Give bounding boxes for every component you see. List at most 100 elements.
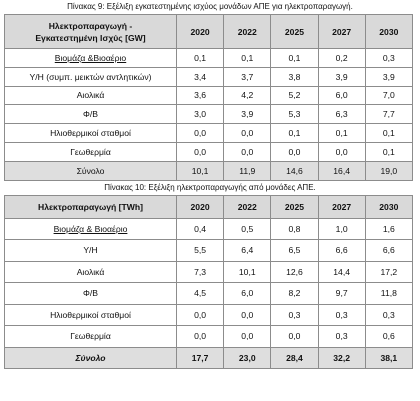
cell-value: 0,3: [270, 303, 319, 327]
cell-value: 6,6: [317, 239, 366, 262]
cell-value: 6,0: [317, 85, 366, 106]
cell-value: 5,3: [270, 104, 319, 125]
cell-value: 0,6: [364, 325, 413, 348]
cell-value: 0,3: [364, 303, 413, 327]
cell-value: 0,1: [270, 123, 319, 143]
total-row: Σύνολο 17,7 23,0 28,4 32,2 38,1: [4, 346, 413, 370]
row-label: Φ/Β: [4, 104, 177, 125]
cell-value: 14,4: [317, 260, 366, 284]
cell-value: 0,0: [270, 325, 319, 348]
row-label: Υ/Η (συμπ. μεικτών αντλητικών): [4, 66, 177, 87]
table1-year-header: 2020: [175, 14, 225, 49]
cell-value: 3,7: [223, 66, 272, 87]
cell-value: 1,6: [364, 217, 413, 241]
cell-value: 6,3: [317, 104, 366, 125]
cell-value: 0,1: [270, 48, 319, 68]
cell-value: 0,0: [223, 141, 272, 162]
cell-value: 0,0: [175, 141, 225, 162]
cell-value: 6,4: [223, 239, 272, 262]
cell-value: 3,9: [364, 66, 413, 87]
cell-value: 4,2: [223, 85, 272, 106]
row-label: Βιομάζα &Βιοαέριο: [4, 48, 177, 68]
cell-value: 0,0: [270, 141, 319, 162]
table1-year-header: 2027: [317, 14, 366, 49]
row-label: Ηλιοθερμικοί σταθμοί: [4, 303, 177, 327]
row-label: Αιολικά: [4, 260, 177, 284]
total-row: Σύνολο 10,1 11,9 14,6 16,4 19,0: [4, 160, 413, 181]
cell-value: 7,0: [364, 85, 413, 106]
table1-header-line2: Εγκατεστημένη Ισχύς [GW]: [35, 32, 146, 43]
table2-header-label: Ηλεκτροπαραγωγή [TWh]: [4, 194, 177, 219]
row-label: Υ/Η: [4, 239, 177, 262]
table-row: Γεωθερμία 0,0 0,0 0,0 0,0 0,1: [4, 141, 413, 162]
table1-wrapper: Ηλεκτροπαραγωγή - Εγκατεστημένη Ισχύς [G…: [4, 14, 413, 181]
total-value: 10,1: [175, 160, 225, 181]
cell-value: 3,8: [270, 66, 319, 87]
cell-value: 6,0: [223, 282, 272, 305]
row-label-text: Βιομάζα &Βιοαέριο: [54, 52, 127, 63]
cell-value: 0,4: [175, 217, 225, 241]
table2-year-header: 2025: [270, 194, 319, 219]
electricity-generation-table: Ηλεκτροπαραγωγή [TWh] 2020 2022 2025 202…: [4, 194, 413, 370]
cell-value: 10,1: [223, 260, 272, 284]
table-row: Βιομάζα &Βιοαέριο 0,1 0,1 0,1 0,2 0,3: [4, 48, 413, 68]
total-value: 19,0: [364, 160, 413, 181]
cell-value: 0,1: [317, 123, 366, 143]
row-label: Γεωθερμία: [4, 325, 177, 348]
row-label: Γεωθερμία: [4, 141, 177, 162]
table1-header-row: Ηλεκτροπαραγωγή - Εγκατεστημένη Ισχύς [G…: [4, 14, 413, 49]
table2-year-header: 2022: [223, 194, 272, 219]
table2-year-header: 2027: [317, 194, 366, 219]
cell-value: 0,5: [223, 217, 272, 241]
total-value: 38,1: [364, 346, 413, 370]
cell-value: 0,0: [175, 123, 225, 143]
total-value: 23,0: [223, 346, 272, 370]
table1-year-header: 2030: [364, 14, 413, 49]
cell-value: 0,0: [317, 141, 366, 162]
cell-value: 0,0: [223, 325, 272, 348]
total-value: 14,6: [270, 160, 319, 181]
cell-value: 0,3: [317, 325, 366, 348]
total-value: 28,4: [270, 346, 319, 370]
table-row: Ηλιοθερμικοί σταθμοί 0,0 0,0 0,1 0,1 0,1: [4, 123, 413, 143]
table-row: Ηλιοθερμικοί σταθμοί 0,0 0,0 0,3 0,3 0,3: [4, 303, 413, 327]
cell-value: 0,0: [223, 303, 272, 327]
cell-value: 3,9: [317, 66, 366, 87]
total-value: 17,7: [175, 346, 225, 370]
cell-value: 5,2: [270, 85, 319, 106]
cell-value: 0,2: [317, 48, 366, 68]
cell-value: 0,8: [270, 217, 319, 241]
row-label: Ηλιοθερμικοί σταθμοί: [4, 123, 177, 143]
cell-value: 0,0: [175, 325, 225, 348]
total-value: 16,4: [317, 160, 366, 181]
row-label-text: Βιομάζα & Βιοαέριο: [53, 223, 128, 234]
cell-value: 4,5: [175, 282, 225, 305]
table2-header-row: Ηλεκτροπαραγωγή [TWh] 2020 2022 2025 202…: [4, 194, 413, 219]
cell-value: 0,0: [175, 303, 225, 327]
table1-year-header: 2022: [223, 14, 272, 49]
row-label: Φ/Β: [4, 282, 177, 305]
cell-value: 0,3: [317, 303, 366, 327]
table-row: Φ/Β 4,5 6,0 8,2 9,7 11,8: [4, 282, 413, 305]
table-row: Αιολικά 7,3 10,1 12,6 14,4 17,2: [4, 260, 413, 284]
total-label: Σύνολο: [4, 160, 177, 181]
cell-value: 7,3: [175, 260, 225, 284]
cell-value: 12,6: [270, 260, 319, 284]
table-row: Βιομάζα & Βιοαέριο 0,4 0,5 0,8 1,0 1,6: [4, 217, 413, 241]
cell-value: 11,8: [364, 282, 413, 305]
cell-value: 17,2: [364, 260, 413, 284]
cell-value: 0,1: [364, 123, 413, 143]
cell-value: 3,4: [175, 66, 225, 87]
table-row: Υ/Η 5,5 6,4 6,5 6,6 6,6: [4, 239, 413, 262]
total-value: 32,2: [317, 346, 366, 370]
installed-capacity-table: Ηλεκτροπαραγωγή - Εγκατεστημένη Ισχύς [G…: [4, 14, 413, 181]
cell-value: 3,9: [223, 104, 272, 125]
table-row: Υ/Η (συμπ. μεικτών αντλητικών) 3,4 3,7 3…: [4, 66, 413, 87]
row-label: Βιομάζα & Βιοαέριο: [4, 217, 177, 241]
cell-value: 8,2: [270, 282, 319, 305]
cell-value: 0,0: [223, 123, 272, 143]
cell-value: 0,1: [364, 141, 413, 162]
table2-wrapper: Ηλεκτροπαραγωγή [TWh] 2020 2022 2025 202…: [4, 194, 413, 370]
table2-caption: Πίνακας 10: Εξέλιξη ηλεκτροπαραγωγής από…: [104, 182, 316, 192]
cell-value: 6,5: [270, 239, 319, 262]
